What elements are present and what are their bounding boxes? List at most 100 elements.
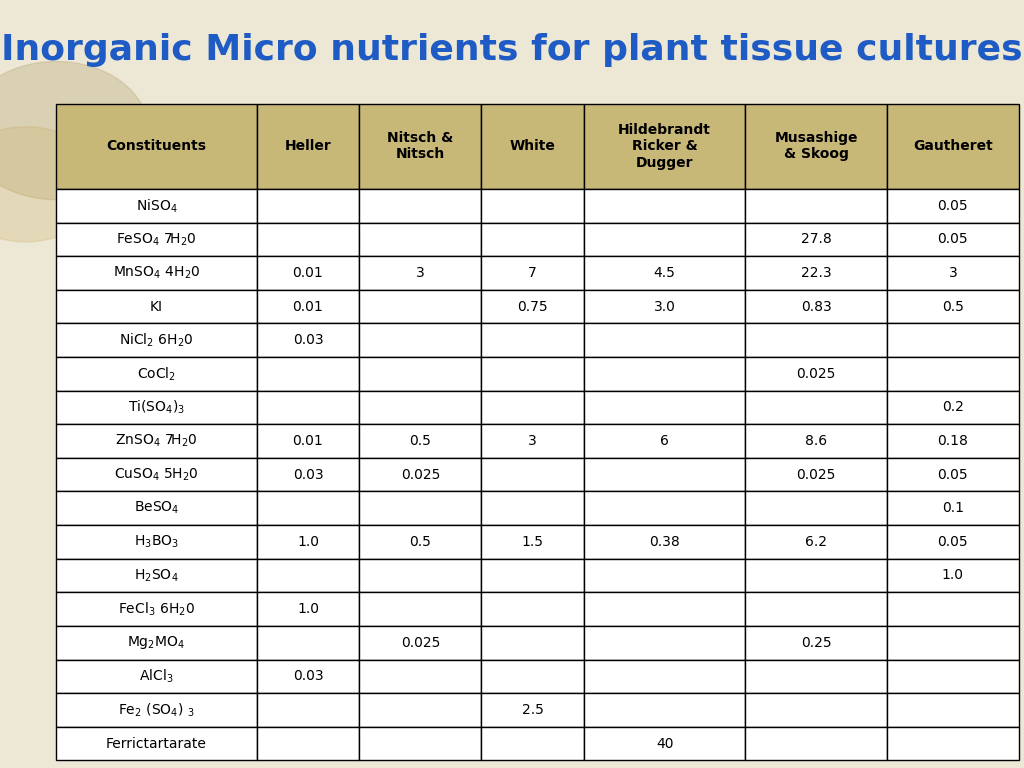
- Bar: [481, 391, 584, 424]
- Bar: [359, 391, 481, 424]
- Bar: [481, 424, 584, 458]
- Bar: [887, 189, 1019, 223]
- Text: 1.0: 1.0: [942, 568, 964, 582]
- Bar: [359, 660, 481, 693]
- Bar: [257, 525, 359, 558]
- Bar: [745, 257, 887, 290]
- Bar: [257, 458, 359, 492]
- Bar: [481, 626, 584, 660]
- Bar: [257, 104, 359, 189]
- Bar: [359, 104, 481, 189]
- Bar: [745, 626, 887, 660]
- Bar: [359, 357, 481, 391]
- Bar: [56, 290, 257, 323]
- Bar: [257, 424, 359, 458]
- Text: Ti(SO$_4$)$_3$: Ti(SO$_4$)$_3$: [128, 399, 185, 416]
- Bar: [257, 660, 359, 693]
- Circle shape: [0, 61, 148, 200]
- Text: Fe$_2$ (SO$_4$) $_3$: Fe$_2$ (SO$_4$) $_3$: [118, 701, 195, 719]
- Bar: [359, 290, 481, 323]
- Bar: [745, 424, 887, 458]
- Text: 6.2: 6.2: [805, 535, 827, 549]
- Text: ZnSO$_4$ 7H$_2$0: ZnSO$_4$ 7H$_2$0: [115, 433, 198, 449]
- Text: 0.38: 0.38: [649, 535, 680, 549]
- Bar: [257, 391, 359, 424]
- Bar: [481, 492, 584, 525]
- Bar: [584, 693, 745, 727]
- Bar: [481, 693, 584, 727]
- Bar: [56, 458, 257, 492]
- Bar: [745, 492, 887, 525]
- Bar: [887, 592, 1019, 626]
- Bar: [745, 458, 887, 492]
- Bar: [481, 223, 584, 257]
- Text: 0.025: 0.025: [400, 468, 440, 482]
- Bar: [481, 323, 584, 357]
- Bar: [481, 660, 584, 693]
- Text: NiCl$_2$ 6H$_2$0: NiCl$_2$ 6H$_2$0: [119, 332, 194, 349]
- Bar: [359, 189, 481, 223]
- Text: 1.0: 1.0: [297, 535, 318, 549]
- Text: 0.05: 0.05: [938, 233, 969, 247]
- Text: Inorganic Micro nutrients for plant tissue cultures: Inorganic Micro nutrients for plant tiss…: [1, 33, 1023, 67]
- Text: 0.75: 0.75: [517, 300, 548, 313]
- Bar: [481, 257, 584, 290]
- Bar: [257, 290, 359, 323]
- Bar: [56, 592, 257, 626]
- Text: 27.8: 27.8: [801, 233, 831, 247]
- Bar: [359, 525, 481, 558]
- Text: 0.5: 0.5: [942, 300, 964, 313]
- Bar: [584, 458, 745, 492]
- Bar: [887, 492, 1019, 525]
- Bar: [887, 458, 1019, 492]
- Text: FeSO$_4$ 7H$_2$0: FeSO$_4$ 7H$_2$0: [116, 231, 197, 247]
- Bar: [745, 391, 887, 424]
- Bar: [887, 693, 1019, 727]
- Bar: [745, 525, 887, 558]
- Bar: [359, 492, 481, 525]
- Bar: [481, 592, 584, 626]
- Bar: [359, 424, 481, 458]
- Bar: [745, 727, 887, 760]
- Bar: [887, 323, 1019, 357]
- Bar: [745, 660, 887, 693]
- Text: 0.025: 0.025: [797, 367, 836, 381]
- Bar: [584, 525, 745, 558]
- Bar: [56, 189, 257, 223]
- Text: 6: 6: [660, 434, 669, 448]
- Bar: [584, 189, 745, 223]
- Bar: [745, 558, 887, 592]
- Bar: [481, 458, 584, 492]
- Text: 0.025: 0.025: [797, 468, 836, 482]
- Bar: [887, 257, 1019, 290]
- Text: 0.01: 0.01: [293, 300, 324, 313]
- Bar: [745, 223, 887, 257]
- Bar: [584, 424, 745, 458]
- Bar: [584, 223, 745, 257]
- Text: Heller: Heller: [285, 139, 332, 154]
- Text: AlCl$_3$: AlCl$_3$: [139, 667, 174, 685]
- Text: 0.5: 0.5: [410, 535, 431, 549]
- Bar: [887, 727, 1019, 760]
- Text: Gautheret: Gautheret: [913, 139, 993, 154]
- Bar: [257, 558, 359, 592]
- Text: FeCl$_3$ 6H$_2$0: FeCl$_3$ 6H$_2$0: [118, 601, 195, 617]
- Text: 0.03: 0.03: [293, 333, 324, 347]
- Bar: [56, 626, 257, 660]
- Bar: [257, 727, 359, 760]
- Bar: [56, 693, 257, 727]
- Text: White: White: [510, 139, 556, 154]
- Bar: [359, 558, 481, 592]
- Bar: [745, 592, 887, 626]
- Bar: [257, 323, 359, 357]
- Text: 3.0: 3.0: [653, 300, 676, 313]
- Bar: [745, 357, 887, 391]
- Bar: [257, 189, 359, 223]
- Text: 2.5: 2.5: [522, 703, 544, 717]
- Bar: [359, 223, 481, 257]
- Bar: [584, 290, 745, 323]
- Bar: [56, 424, 257, 458]
- Bar: [56, 357, 257, 391]
- Bar: [56, 727, 257, 760]
- Text: H$_2$SO$_4$: H$_2$SO$_4$: [134, 568, 179, 584]
